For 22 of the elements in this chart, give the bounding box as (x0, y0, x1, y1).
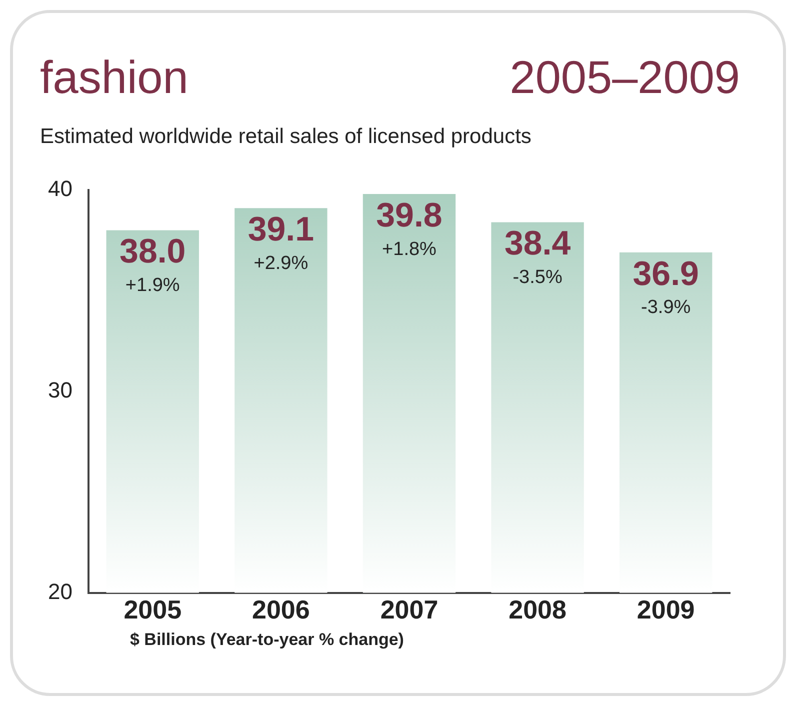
x-tick-label: 2008 (508, 594, 566, 625)
x-tick-label: 2005 (124, 594, 182, 625)
data-label: 39.8 (376, 196, 442, 234)
text: 2005–2009 (510, 50, 740, 104)
annotation: -3.5% (512, 266, 562, 288)
data-label: 38.0 (120, 232, 186, 271)
annotation: +1.9% (125, 275, 180, 296)
data-label: 38.4 (504, 224, 571, 263)
data-label: 36.9 (632, 254, 699, 293)
chart-title: fashion (40, 50, 188, 104)
annotation: +2.9% (254, 252, 308, 274)
y-tick-label: 20 (48, 578, 72, 604)
y-tick-label: 40 (48, 176, 72, 202)
chart-subtitle: Estimated worldwide retail sales of licensed products (40, 125, 532, 149)
x-tick-label: 2006 (252, 594, 310, 625)
x-tick-label: 2007 (380, 594, 438, 625)
y-tick-label: 30 (48, 377, 72, 402)
annotation: +1.8% (382, 238, 437, 260)
text: $ Billions (Year-to-year % change) (130, 630, 404, 650)
x-tick-label: 2009 (636, 594, 695, 625)
data-label: 39.1 (248, 210, 314, 248)
annotation: -3.9% (641, 297, 691, 318)
